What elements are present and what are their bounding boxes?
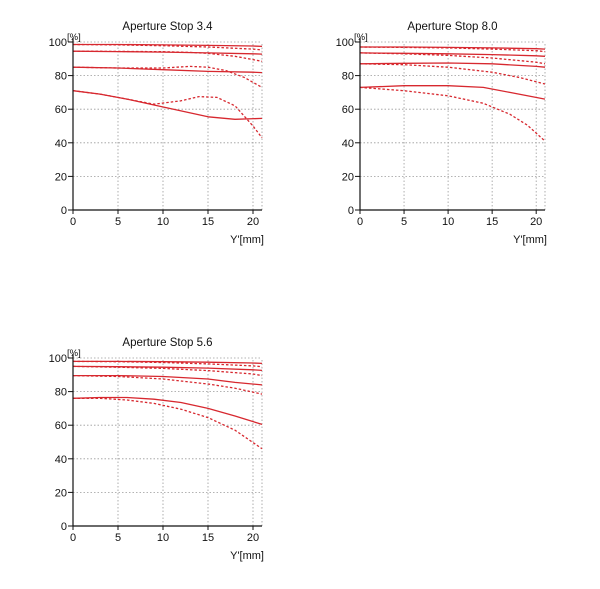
mtf-chart-aperture-3-4: Aperture Stop 3.4 0 20 40 60 80 100 0 5 10 15 20 [%]… <box>49 21 264 246</box>
mtf-series-line <box>73 397 263 450</box>
mtf-series-line <box>359 85 546 100</box>
y-tick-label: 0 <box>61 521 67 533</box>
y-tick-label: 100 <box>49 37 67 49</box>
y-tick-label: 100 <box>336 37 354 49</box>
y-tick-label: 40 <box>342 138 354 150</box>
x-axis-label: Y'[mm] <box>230 234 264 246</box>
y-tick-label: 20 <box>55 487 67 499</box>
chart-title: Aperture Stop 8.0 <box>407 21 497 33</box>
y-tick-label: 60 <box>342 104 354 116</box>
chart-title: Aperture Stop 3.4 <box>122 21 213 33</box>
mtf-series-line <box>72 374 263 395</box>
y-tick-label: 100 <box>49 353 67 365</box>
x-tick-label: 0 <box>70 216 76 228</box>
x-tick-label: 15 <box>202 216 214 228</box>
mtf-series-line <box>72 65 263 88</box>
mtf-series-line <box>72 365 263 377</box>
y-tick-label: 80 <box>342 71 354 83</box>
y-axis-label: [%] <box>67 32 81 43</box>
x-tick-label: 0 <box>357 216 363 228</box>
mtf-chart-aperture-5-6: Aperture Stop 5.6 0 20 40 60 80 100 0 5 10 15 20 [%]… <box>49 337 264 562</box>
x-tick-label: 20 <box>247 532 259 544</box>
y-axis-label: [%] <box>67 348 81 359</box>
y-tick-label: 60 <box>55 104 67 116</box>
y-tick-label: 60 <box>55 420 67 432</box>
mtf-series-line <box>72 43 263 51</box>
y-axis-label: [%] <box>354 32 368 43</box>
mtf-series-line <box>72 50 263 62</box>
x-tick-label: 10 <box>442 216 454 228</box>
x-tick-label: 5 <box>115 216 121 228</box>
mtf-series-line <box>359 46 546 53</box>
mtf-series-line <box>72 360 263 368</box>
mtf-series-line <box>72 90 263 139</box>
y-tick-label: 0 <box>61 205 67 217</box>
y-tick-label: 40 <box>55 138 67 150</box>
chart-title: Aperture Stop 5.6 <box>122 337 212 349</box>
y-tick-label: 40 <box>55 454 67 466</box>
mtf-series-line <box>359 52 546 65</box>
y-tick-label: 20 <box>55 171 67 183</box>
x-tick-label: 20 <box>530 216 542 228</box>
x-tick-label: 5 <box>115 532 121 544</box>
x-axis-label: Y'[mm] <box>230 550 264 562</box>
x-tick-label: 10 <box>157 216 169 228</box>
y-tick-label: 20 <box>342 171 354 183</box>
x-tick-label: 0 <box>70 532 76 544</box>
mtf-series-line <box>72 396 263 426</box>
y-tick-label: 0 <box>348 205 354 217</box>
mtf-series-line <box>359 63 546 85</box>
x-axis-label: Y'[mm] <box>513 234 547 246</box>
x-tick-label: 10 <box>157 532 169 544</box>
x-tick-label: 20 <box>247 216 259 228</box>
y-tick-label: 80 <box>55 387 67 399</box>
y-tick-label: 80 <box>55 71 67 83</box>
mtf-series-line <box>359 86 546 142</box>
x-tick-label: 15 <box>486 216 498 228</box>
mtf-chart-aperture-8-0: Aperture Stop 8.0 0 20 40 60 80 100 0 5 10 15 20 [%]… <box>336 21 547 246</box>
x-tick-label: 5 <box>401 216 407 228</box>
x-tick-label: 15 <box>202 532 214 544</box>
mtf-series-line <box>73 374 263 386</box>
mtf-series-line <box>359 62 546 68</box>
